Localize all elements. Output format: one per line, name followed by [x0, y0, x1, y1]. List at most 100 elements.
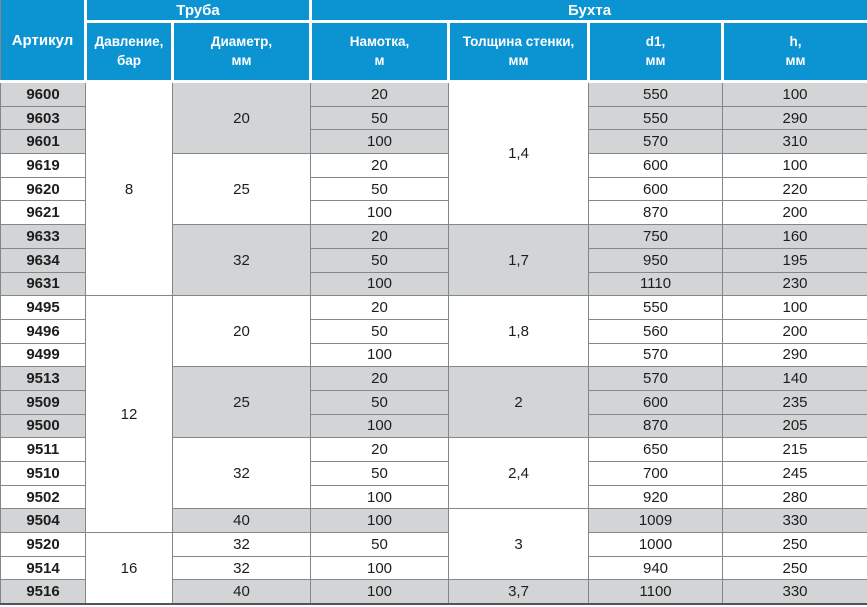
cell-d1: 940	[588, 555, 724, 581]
cell-d1: 1009	[588, 508, 724, 534]
cell-winding: 20	[310, 295, 450, 320]
cell-h: 290	[722, 105, 867, 131]
cell-h: 200	[722, 318, 867, 344]
cell-d1: 1110	[588, 271, 724, 297]
cell-diameter: 25	[171, 153, 312, 226]
table-body: 9600 8 20 20 1,4 550 100 9603 50 550 290 9601 100 570…	[0, 80, 867, 605]
cell-article: 9631	[0, 271, 86, 297]
cell-h: 245	[722, 461, 867, 486]
column-header-h: h, мм	[722, 21, 867, 83]
cell-winding: 100	[310, 200, 450, 226]
cell-article: 9504	[0, 508, 86, 534]
cell-h: 195	[722, 247, 867, 273]
cell-d1: 1100	[588, 579, 724, 605]
cell-article: 9502	[0, 484, 86, 510]
cell-diameter: 40	[171, 508, 312, 534]
cell-winding: 50	[310, 461, 450, 486]
cell-h: 250	[722, 555, 867, 581]
table-row: 9621 100 870 200	[0, 200, 867, 226]
cell-d1: 600	[588, 389, 724, 415]
cell-h: 310	[722, 129, 867, 155]
table-row: 9620 50 600 220	[0, 176, 867, 202]
cell-article: 9621	[0, 200, 86, 226]
cell-h: 100	[722, 153, 867, 178]
cell-h: 250	[722, 532, 867, 557]
column-header-wall-thickness: Толщина стенки, мм	[448, 21, 591, 83]
cell-h: 235	[722, 389, 867, 415]
cell-article: 9510	[0, 461, 86, 486]
cell-h: 100	[722, 295, 867, 320]
cell-h: 205	[722, 413, 867, 439]
cell-d1: 650	[588, 437, 724, 462]
cell-winding: 100	[310, 271, 450, 297]
cell-h: 220	[722, 176, 867, 202]
cell-winding: 100	[310, 555, 450, 581]
cell-diameter: 20	[171, 80, 312, 155]
group-header-pipe: Труба	[85, 0, 313, 23]
cell-h: 330	[722, 508, 867, 534]
table-row: 9516 40 100 3,7 1100 330	[0, 579, 867, 605]
table-row: 9511 32 20 2,4 650 215	[0, 437, 867, 510]
cell-wall-thickness: 2	[448, 366, 590, 439]
cell-winding: 50	[310, 176, 450, 202]
table-row: 9509 50 600 235	[0, 389, 867, 415]
cell-diameter: 40	[171, 579, 312, 605]
cell-article: 9499	[0, 342, 86, 368]
cell-article: 9516	[0, 579, 86, 605]
cell-d1: 920	[588, 484, 724, 510]
cell-d1: 750	[588, 224, 724, 249]
cell-d1: 550	[588, 81, 724, 107]
cell-d1: 570	[588, 129, 724, 155]
cell-article: 9600	[0, 81, 86, 107]
cell-h: 280	[722, 484, 867, 510]
cell-d1: 870	[588, 413, 724, 439]
cell-winding: 100	[310, 413, 450, 439]
table-row: 9619 25 20 600 100	[0, 153, 867, 226]
cell-h: 290	[722, 342, 867, 368]
cell-article: 9619	[0, 153, 86, 178]
cell-d1: 550	[588, 295, 724, 320]
cell-winding: 20	[310, 153, 450, 178]
cell-d1: 570	[588, 366, 724, 391]
cell-wall-thickness: 1,4	[448, 80, 590, 226]
cell-pressure: 12	[85, 295, 173, 534]
header-group-row: Артикул Труба Бухта	[0, 0, 867, 83]
cell-h: 200	[722, 200, 867, 226]
cell-d1: 700	[588, 461, 724, 486]
cell-article: 9496	[0, 318, 86, 344]
table-header: Артикул Труба Бухта Давление, бар Диамет…	[0, 0, 867, 83]
table-row: 9634 50 950 195	[0, 247, 867, 273]
cell-h: 330	[722, 579, 867, 605]
cell-h: 215	[722, 437, 867, 462]
cell-d1: 1000	[588, 532, 724, 557]
cell-diameter: 32	[171, 532, 312, 557]
table-row: 9633 32 20 1,7 750 160	[0, 224, 867, 297]
cell-d1: 950	[588, 247, 724, 273]
cell-wall-thickness: 1,7	[448, 224, 590, 297]
column-header-d1: d1, мм	[588, 21, 725, 83]
cell-article: 9633	[0, 224, 86, 249]
cell-article: 9513	[0, 366, 86, 391]
cell-d1: 600	[588, 153, 724, 178]
table-row: 9504 40 100 3 1009 330	[0, 508, 867, 581]
cell-h: 230	[722, 271, 867, 297]
cell-winding: 100	[310, 508, 450, 534]
table-row: 9496 50 560 200	[0, 318, 867, 344]
cell-winding: 100	[310, 342, 450, 368]
cell-winding: 50	[310, 532, 450, 557]
table-row: 9500 100 870 205	[0, 413, 867, 439]
table-row: 9499 100 570 290	[0, 342, 867, 368]
cell-article: 9514	[0, 555, 86, 581]
cell-winding: 20	[310, 81, 450, 107]
cell-winding: 50	[310, 105, 450, 131]
table-row: 9631 100 1110 230	[0, 271, 867, 297]
cell-article: 9520	[0, 532, 86, 557]
cell-pressure: 8	[85, 80, 173, 297]
cell-wall-thickness: 3,7	[448, 579, 590, 605]
cell-h: 160	[722, 224, 867, 249]
cell-winding: 100	[310, 129, 450, 155]
cell-wall-thickness: 3	[448, 508, 590, 581]
table-row: 9502 100 920 280	[0, 484, 867, 510]
cell-article: 9500	[0, 413, 86, 439]
cell-d1: 570	[588, 342, 724, 368]
